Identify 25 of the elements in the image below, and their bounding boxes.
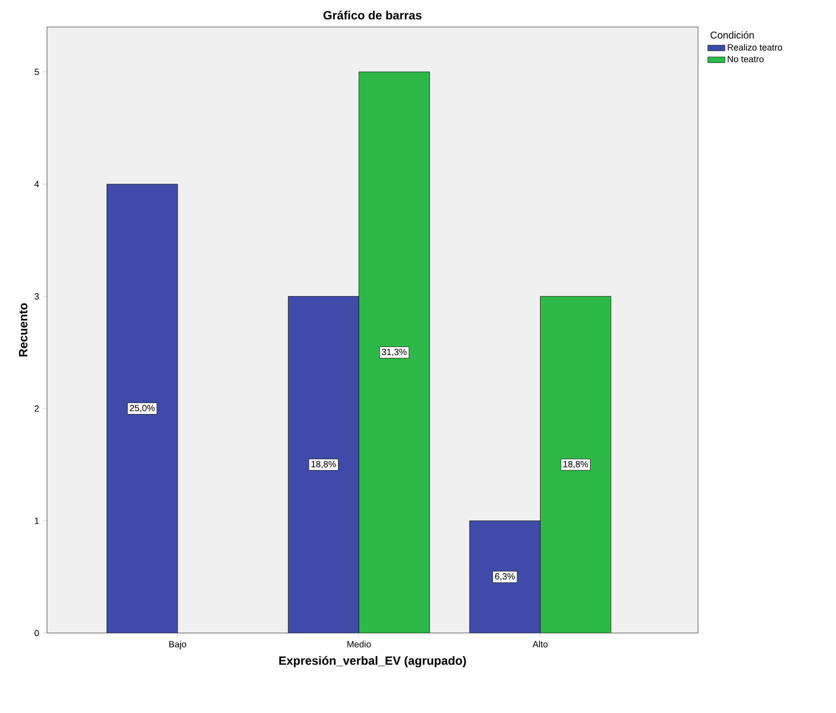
legend-title: Condición	[710, 31, 754, 39]
x-tick-label: Alto	[532, 640, 548, 648]
annotation: 18,8%	[312, 460, 336, 468]
y-tick-label: 2	[34, 405, 39, 412]
annotation: 31,3%	[382, 348, 407, 356]
y-tick-label: 0	[34, 630, 39, 636]
bar	[288, 296, 360, 633]
legend-label: Realizo teatro	[728, 44, 782, 51]
y-tick-label: 5	[34, 68, 39, 76]
bar	[469, 520, 540, 633]
chart-title: Gráfico de barras	[323, 10, 422, 20]
bar	[106, 184, 178, 633]
y-axis-title: Recuento	[19, 303, 28, 356]
x-axis-title: Expresión_verbal_EV (agrupado)	[279, 656, 466, 668]
y-tick-label: 4	[34, 181, 39, 188]
legend-label: No teatro	[728, 56, 764, 62]
annotation: 25,0%	[130, 404, 155, 412]
y-tick-label: 1	[34, 518, 39, 524]
y-tick-label: 3	[34, 293, 39, 300]
x-tick-label: Bajo	[169, 640, 186, 650]
annotation: 6,3%	[495, 573, 515, 581]
bar	[358, 72, 430, 633]
annotation: 18,8%	[564, 460, 588, 468]
bar	[540, 296, 612, 633]
x-tick-label: Medio	[347, 640, 371, 648]
